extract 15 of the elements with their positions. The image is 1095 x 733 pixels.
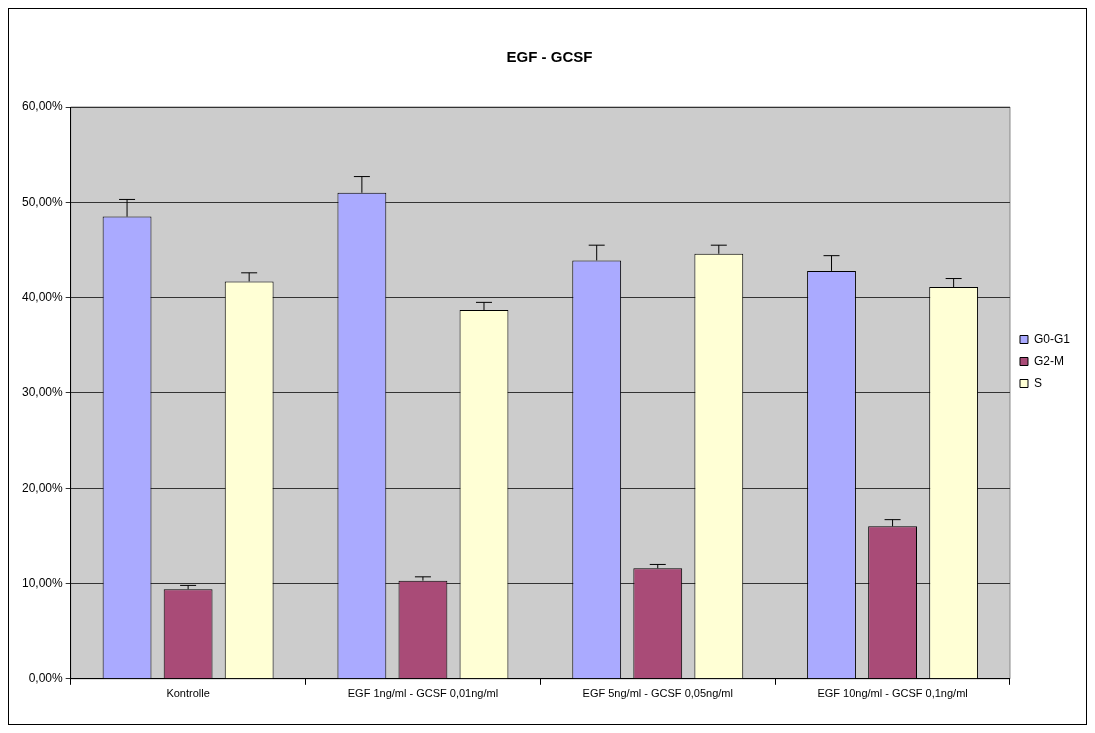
y-tick-label: 20,00%: [22, 480, 64, 495]
legend-label: G0-G1: [1033, 331, 1071, 346]
y-tick-label: 30,00%: [22, 385, 64, 400]
legend-label: S: [1033, 375, 1042, 390]
chart-title: EGF - GCSF: [506, 48, 593, 66]
x-tick-label: EGF 5ng/ml - GCSF 0,05ng/ml: [582, 687, 733, 700]
y-tick-label: 40,00%: [22, 289, 64, 304]
y-tick-label: 50,00%: [22, 194, 64, 209]
x-tick-label: EGF 1ng/ml - GCSF 0,01ng/ml: [347, 687, 499, 700]
legend-label: G2-M: [1033, 353, 1064, 368]
y-tick-label: 60,00%: [22, 99, 64, 114]
y-tick-label: 0,00%: [28, 671, 64, 686]
x-tick-label: EGF 10ng/ml - GCSF 0,1ng/ml: [817, 687, 968, 700]
x-tick-label: Kontrolle: [166, 687, 210, 700]
y-tick-label: 10,00%: [22, 575, 64, 590]
